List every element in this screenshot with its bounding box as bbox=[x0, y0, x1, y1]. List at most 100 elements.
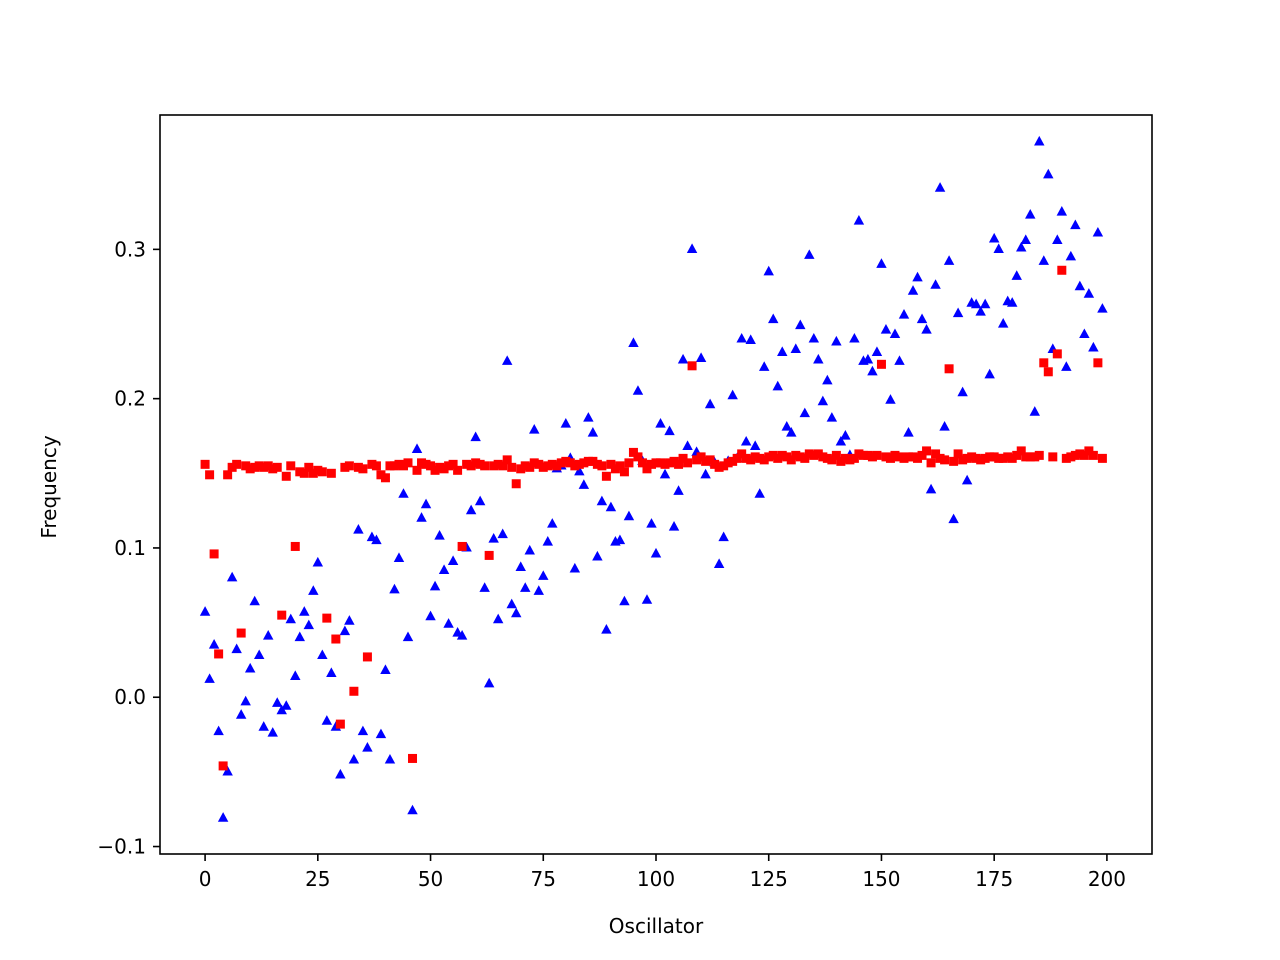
data-point bbox=[899, 453, 909, 463]
data-point bbox=[1056, 206, 1068, 216]
data-point bbox=[885, 394, 896, 404]
data-point bbox=[259, 462, 269, 472]
data-point bbox=[682, 440, 693, 451]
data-point bbox=[835, 435, 847, 446]
data-point bbox=[988, 232, 1000, 243]
data-point bbox=[430, 465, 440, 475]
data-point bbox=[931, 449, 941, 459]
data-point bbox=[836, 456, 846, 466]
data-point bbox=[692, 455, 702, 465]
data-point bbox=[515, 561, 526, 571]
data-point bbox=[916, 313, 928, 324]
data-point bbox=[394, 459, 404, 469]
data-point bbox=[862, 353, 874, 364]
data-point bbox=[704, 398, 716, 409]
data-point bbox=[633, 452, 643, 462]
data-point bbox=[740, 435, 752, 446]
data-point bbox=[849, 332, 860, 343]
data-point bbox=[660, 459, 670, 469]
data-point bbox=[199, 606, 211, 616]
data-point bbox=[605, 501, 617, 512]
data-point bbox=[853, 214, 865, 225]
x-tick-label: 50 bbox=[418, 867, 443, 891]
data-point bbox=[601, 471, 611, 481]
data-point bbox=[344, 461, 354, 471]
data-point bbox=[696, 452, 706, 462]
data-point bbox=[426, 461, 436, 471]
data-point bbox=[800, 453, 810, 463]
data-point bbox=[227, 462, 237, 472]
data-point bbox=[267, 727, 278, 737]
x-tick-label: 0 bbox=[199, 867, 212, 891]
data-point bbox=[872, 450, 882, 460]
data-point bbox=[420, 498, 432, 509]
data-point bbox=[204, 673, 215, 683]
data-point bbox=[281, 700, 292, 710]
data-point bbox=[957, 386, 968, 397]
data-point bbox=[737, 449, 747, 459]
data-point bbox=[339, 625, 351, 636]
data-point bbox=[908, 452, 918, 462]
data-point bbox=[890, 450, 900, 460]
data-point bbox=[380, 664, 391, 674]
data-point bbox=[673, 485, 684, 495]
data-point bbox=[1066, 452, 1076, 462]
data-point bbox=[587, 426, 599, 437]
data-point bbox=[245, 464, 255, 474]
data-point bbox=[290, 670, 301, 680]
data-point bbox=[501, 355, 513, 365]
data-point bbox=[200, 459, 210, 469]
data-point bbox=[506, 598, 517, 609]
data-point bbox=[976, 455, 986, 465]
data-point bbox=[979, 298, 991, 309]
series-square bbox=[200, 265, 1107, 771]
data-point bbox=[412, 465, 422, 475]
data-point bbox=[953, 449, 963, 459]
x-axis-ticks: 0 25 50 75 100 125 150 175 200 bbox=[199, 854, 1126, 891]
data-point bbox=[304, 462, 314, 472]
data-point bbox=[719, 461, 729, 471]
data-point bbox=[498, 461, 508, 471]
data-point bbox=[880, 323, 892, 334]
data-point bbox=[894, 452, 904, 462]
data-point bbox=[244, 662, 256, 673]
x-tick-label: 125 bbox=[750, 867, 788, 891]
data-point bbox=[1065, 250, 1077, 261]
data-point bbox=[822, 374, 833, 385]
data-point bbox=[1097, 453, 1107, 463]
data-point bbox=[777, 346, 788, 356]
data-point bbox=[686, 243, 698, 253]
data-point bbox=[827, 455, 837, 465]
data-point bbox=[389, 461, 399, 471]
data-point bbox=[417, 458, 427, 468]
data-point bbox=[213, 725, 224, 736]
data-point bbox=[695, 352, 707, 362]
data-point bbox=[619, 595, 630, 606]
data-point bbox=[407, 804, 418, 815]
data-point bbox=[913, 453, 923, 463]
data-point bbox=[470, 431, 481, 442]
data-point bbox=[641, 594, 653, 604]
data-point bbox=[628, 447, 638, 457]
data-point bbox=[236, 628, 246, 638]
data-point bbox=[408, 753, 418, 763]
data-point bbox=[1043, 367, 1053, 377]
data-point bbox=[520, 582, 531, 592]
data-point bbox=[763, 265, 774, 276]
data-point bbox=[795, 452, 805, 462]
data-point bbox=[286, 461, 296, 471]
data-point bbox=[457, 541, 467, 551]
data-point bbox=[669, 456, 679, 466]
data-point bbox=[1093, 358, 1103, 368]
data-point bbox=[588, 456, 598, 466]
data-point bbox=[335, 768, 346, 779]
data-point bbox=[759, 455, 769, 465]
data-point bbox=[795, 319, 806, 330]
data-point bbox=[1070, 450, 1080, 460]
data-point bbox=[993, 243, 1004, 253]
data-point bbox=[1025, 452, 1035, 462]
data-point bbox=[980, 453, 990, 463]
data-point bbox=[745, 334, 756, 345]
data-point bbox=[560, 418, 572, 428]
data-point bbox=[335, 719, 345, 729]
